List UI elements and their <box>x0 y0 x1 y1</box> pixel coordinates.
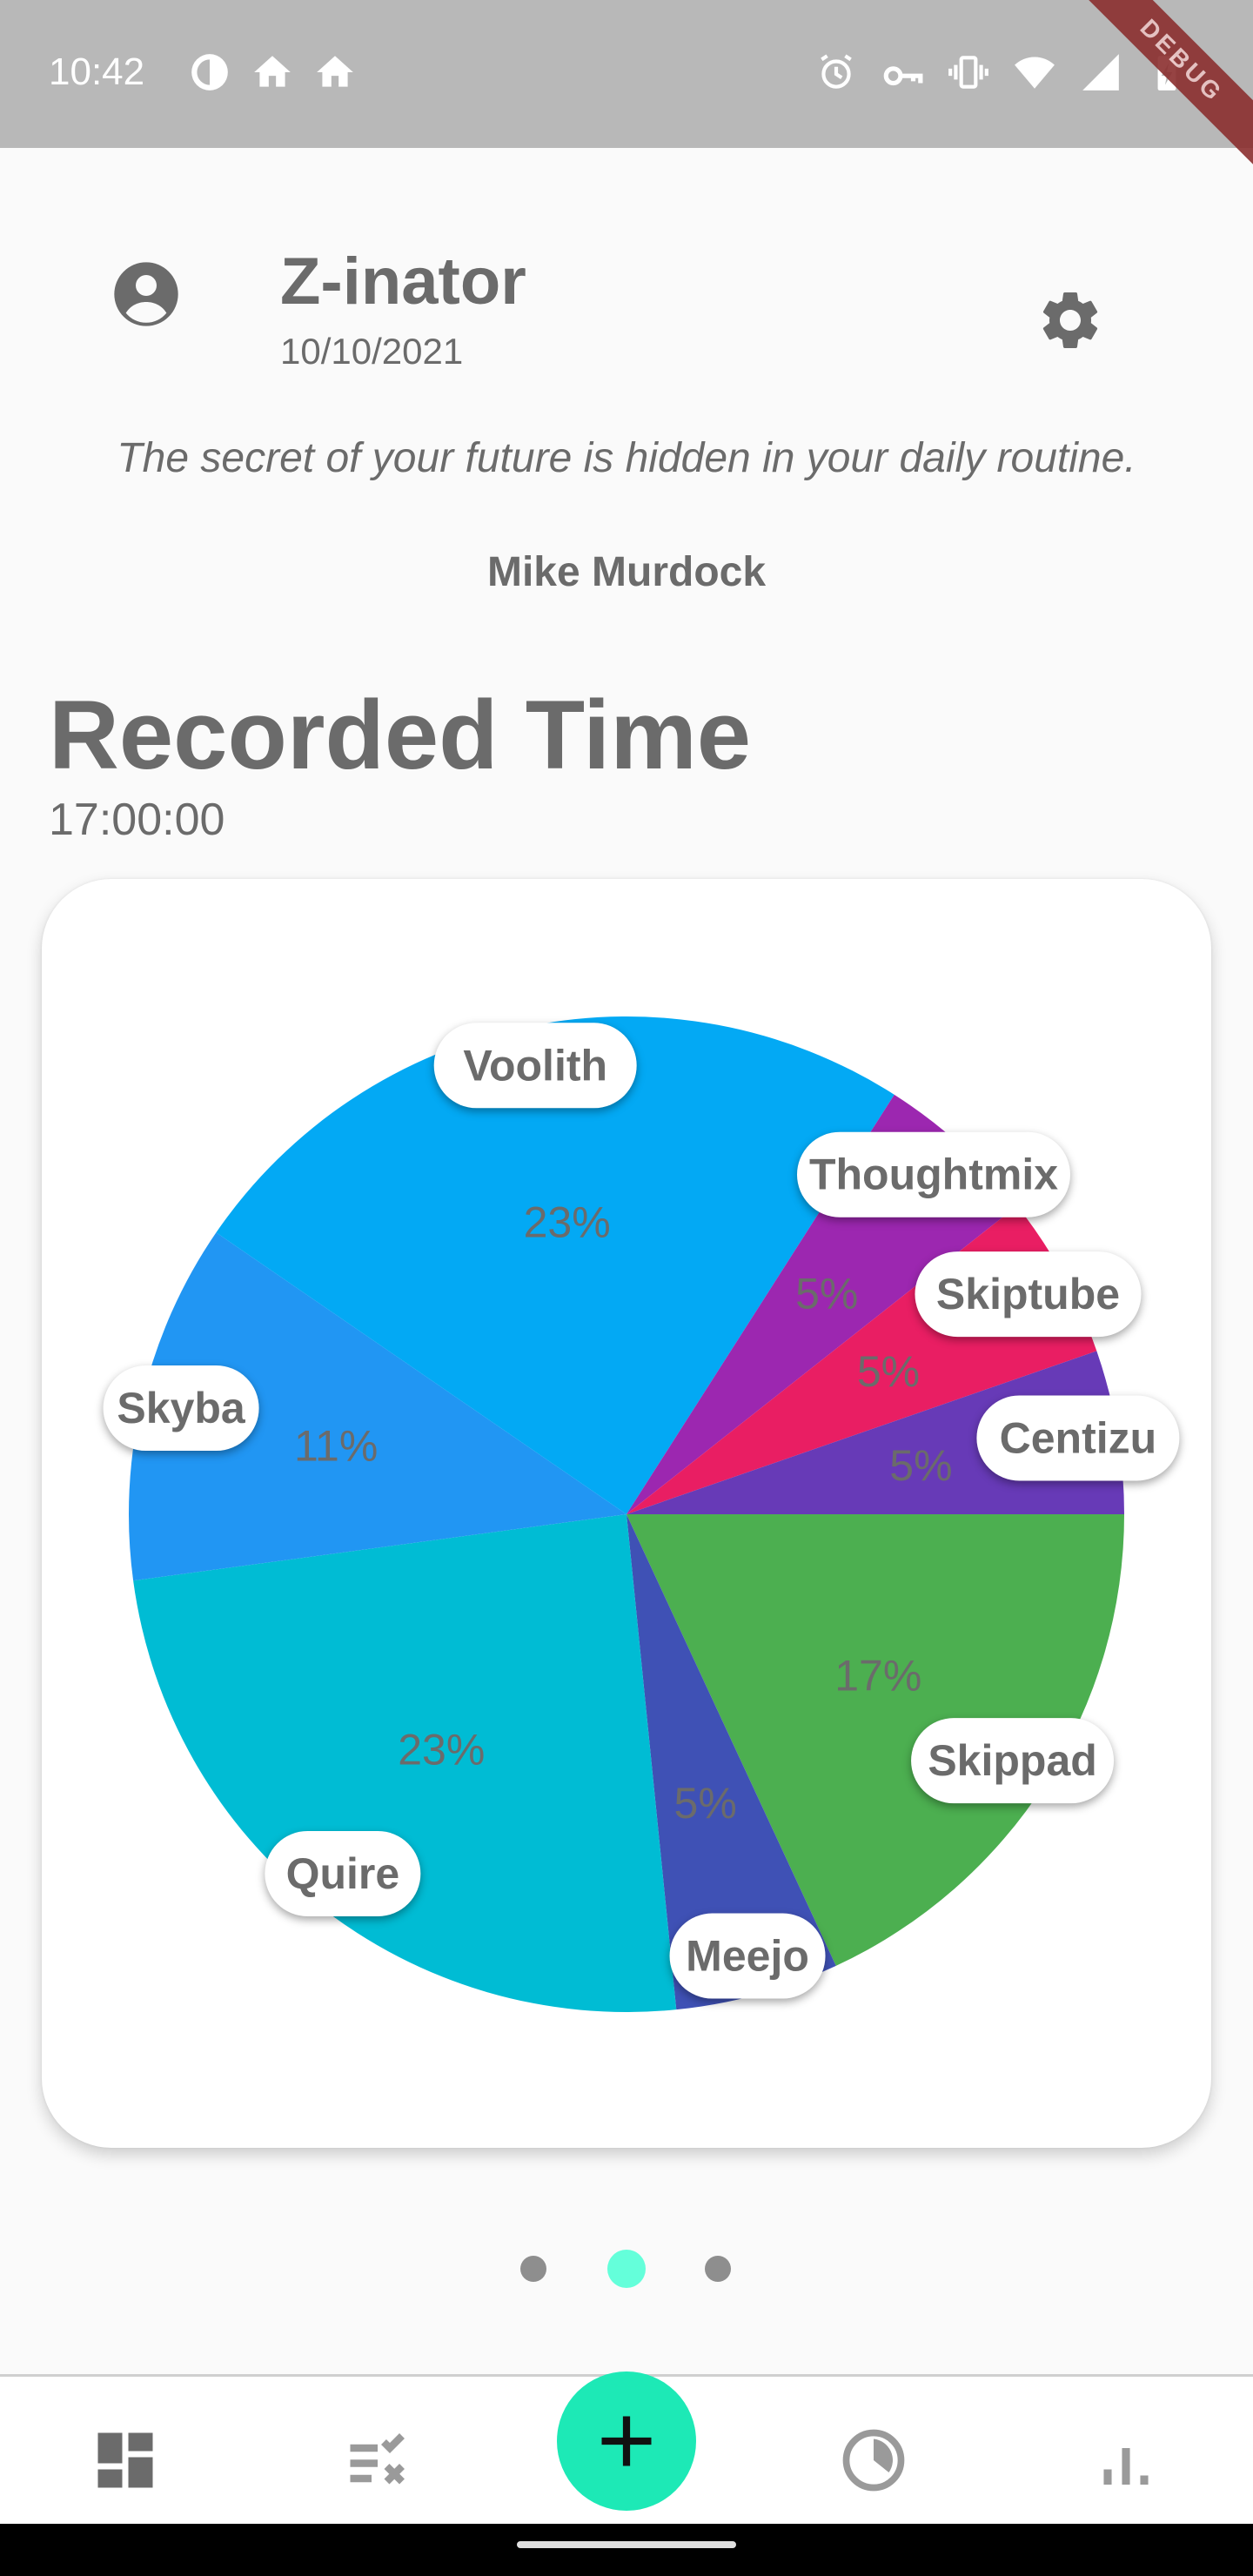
page-dot-active[interactable] <box>607 2250 646 2288</box>
app-title: Z-inator <box>280 245 526 319</box>
page-dot[interactable] <box>520 2256 546 2282</box>
status-bar: 10:42 DEBUG <box>0 0 1253 176</box>
add-icon <box>601 2416 652 2466</box>
system-nav-bar <box>0 2524 1253 2576</box>
tasks-icon[interactable] <box>341 2424 414 2497</box>
vpn-key-icon <box>883 66 923 86</box>
page-indicator <box>0 2245 1253 2288</box>
home-icon <box>317 56 353 87</box>
pie-slice-voolith[interactable] <box>216 1016 895 1514</box>
home-gesture-bar[interactable] <box>517 2541 736 2548</box>
timer-icon[interactable] <box>837 2424 910 2497</box>
vibrate-icon <box>948 56 988 89</box>
account-circle-icon[interactable] <box>111 259 181 329</box>
wifi-icon <box>1015 57 1055 89</box>
home-icon <box>254 56 291 87</box>
bottom-nav <box>0 2371 1253 2526</box>
quote-author: Mike Murdock <box>486 549 767 595</box>
pie-slice-meejo[interactable] <box>626 1514 836 2010</box>
quote-text: The secret of your future is hidden in y… <box>117 435 1136 481</box>
pie-slice-skyba[interactable] <box>129 1232 626 1581</box>
alarm-icon <box>821 54 852 89</box>
recorded-total: 17:00:00 <box>49 795 225 845</box>
gear-icon[interactable] <box>1035 285 1105 355</box>
page-dot[interactable] <box>705 2256 731 2282</box>
pie-slice-skippad[interactable] <box>626 1514 1124 1966</box>
signal-icon <box>1082 54 1119 91</box>
dashboard-icon[interactable] <box>89 2424 162 2497</box>
status-time: 10:42 <box>49 50 145 93</box>
section-title: Recorded Time <box>49 681 752 789</box>
stats-icon[interactable] <box>1089 2424 1163 2497</box>
header-date: 10/10/2021 <box>280 331 464 372</box>
pie-slice-quire[interactable] <box>133 1514 677 2012</box>
add-button[interactable] <box>557 2371 696 2511</box>
data-saver-icon <box>191 54 228 91</box>
